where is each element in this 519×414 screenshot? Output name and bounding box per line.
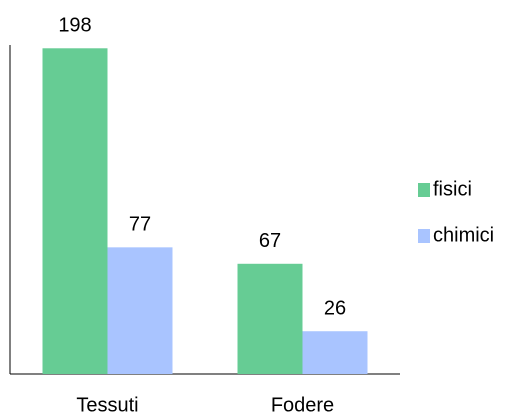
bar (237, 263, 303, 374)
data-label: 77 (129, 214, 151, 236)
legend-swatch (418, 229, 430, 243)
data-label: 26 (324, 298, 346, 320)
data-label: 67 (259, 230, 281, 252)
legend-label: fisici (433, 178, 472, 200)
bar (42, 48, 108, 374)
bar (302, 331, 368, 374)
x-tick-label: Tessuti (76, 394, 138, 414)
x-tick-label: Fodere (271, 394, 334, 414)
legend-swatch (418, 183, 430, 197)
bar (107, 247, 173, 374)
data-label: 198 (58, 15, 91, 37)
legend-label: chimici (433, 224, 494, 246)
